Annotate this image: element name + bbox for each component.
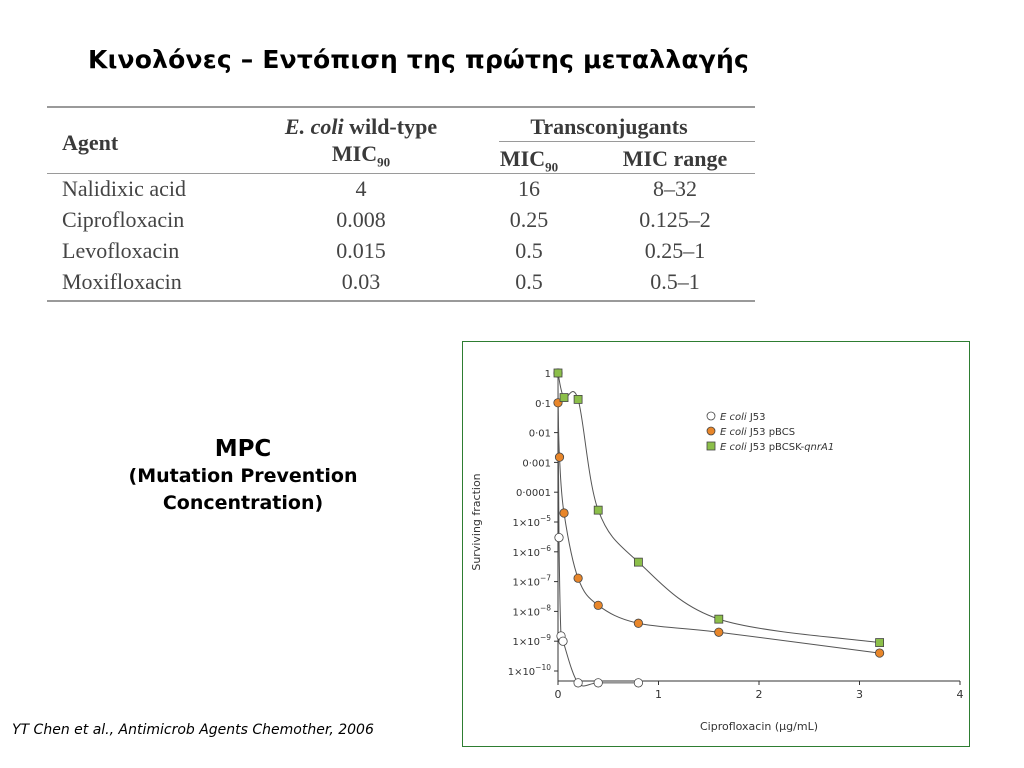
mpc-definition-line-2: Concentration) bbox=[162, 492, 324, 514]
header-agent: Agent bbox=[62, 130, 119, 155]
ecoli-j53-pbcs-point bbox=[874, 648, 885, 658]
mic-table: Agent E. coli wild-type MIC90 Transconju… bbox=[47, 106, 755, 302]
header-trans-mic-sub: 90 bbox=[545, 159, 559, 175]
ecoli-j53-point bbox=[633, 678, 643, 688]
x-tick-label: 0 bbox=[555, 688, 562, 701]
ecoli-j53-point bbox=[558, 636, 568, 646]
row-3-mic-range: 0.25–1 bbox=[644, 238, 706, 263]
ecoli-j53-pbcsk-qnra1-point bbox=[553, 368, 563, 378]
y-tick-label: 1×10−10 bbox=[508, 663, 552, 678]
table-bottom-rule bbox=[47, 300, 755, 302]
y-tick-label: 1×10−5 bbox=[512, 514, 551, 529]
y-tick-label: 1×10−7 bbox=[512, 574, 551, 589]
row-3-trans-mic90: 0.5 bbox=[515, 238, 543, 263]
row-1-mic-range: 8–32 bbox=[653, 176, 697, 201]
ecoli-j53-pbcs-point bbox=[633, 618, 643, 628]
header-wild-type-mic-label: MIC bbox=[331, 141, 378, 166]
ecoli-j53-pbcsk-qnra1-point bbox=[593, 505, 603, 515]
mpc-definition-line-1: (Mutation Prevention bbox=[128, 465, 358, 487]
x-tick-label: 1 bbox=[655, 688, 662, 701]
ecoli-j53-pbcsk-qnra1-point bbox=[559, 393, 569, 402]
row-3-wt-mic90: 0.015 bbox=[336, 238, 386, 263]
citation: YT Chen et al., Antimicrob Agents Chemot… bbox=[12, 722, 374, 738]
row-2-wt-mic90: 0.008 bbox=[336, 207, 386, 232]
header-bottom-rule bbox=[47, 173, 755, 174]
ecoli-j53-pbcsk-qnra1-point bbox=[714, 614, 724, 624]
y-tick-label: 1×10−6 bbox=[512, 544, 551, 559]
row-2-trans-mic90: 0.25 bbox=[509, 207, 549, 232]
ecoli-j53-pbcs-point bbox=[573, 573, 583, 583]
ecoli-j53-pbcsk-qnra1-point bbox=[633, 557, 643, 567]
ecoli-j53-pbcsk-qnra1-point bbox=[875, 638, 885, 647]
header-wild-type-rest: wild-type bbox=[343, 114, 438, 139]
table-top-rule bbox=[47, 106, 755, 108]
header-wild-type-mic-sub: 90 bbox=[377, 154, 391, 170]
ecoli-j53-pbcs-legend-marker bbox=[706, 426, 716, 436]
row-1-trans-mic90: 16 bbox=[518, 176, 540, 201]
y-axis-label: Surviving fraction bbox=[470, 473, 483, 570]
row-2-mic-range: 0.125–2 bbox=[639, 207, 711, 232]
ecoli-j53-pbcs-point bbox=[554, 452, 565, 462]
header-wild-type-species: E. coli bbox=[284, 114, 344, 139]
row-4-agent: Moxifloxacin bbox=[62, 269, 182, 294]
surviving-fraction-chart: 1 0·1 0·01 0·001 0·0001 1×10−5 1×10−6 1×10−7 1×1… bbox=[470, 368, 964, 733]
mpc-label: MPC (Mutation Prevention Concentration) bbox=[120, 436, 366, 517]
header-trans-mic90: MIC90 bbox=[500, 146, 558, 175]
y-tick-label: 0·001 bbox=[522, 458, 551, 469]
transconjugants-rule bbox=[499, 141, 755, 142]
ecoli-j53-legend-label: E coli J53 bbox=[720, 412, 766, 423]
ecoli-j53-legend-marker bbox=[706, 411, 716, 421]
chart-frame: 1 0·1 0·01 0·001 0·0001 1×10−5 1×10−6 1×10−7 1×1… bbox=[462, 341, 970, 747]
ecoli-j53-pbcs-legend-label: E coli J53 pBCS bbox=[720, 427, 795, 438]
x-tick-label: 3 bbox=[856, 688, 863, 701]
header-mic-range: MIC range bbox=[622, 146, 728, 171]
ecoli-j53-curve bbox=[557, 372, 639, 687]
ecoli-j53-pbcs-point bbox=[714, 627, 724, 637]
ecoli-j53-point bbox=[554, 532, 564, 543]
row-3-agent: Levofloxacin bbox=[62, 238, 180, 263]
row-4-mic-range: 0.5–1 bbox=[650, 269, 700, 294]
header-trans-mic-label: MIC bbox=[499, 146, 546, 171]
ecoli-j53-point bbox=[573, 678, 583, 688]
row-1-agent: Nalidixic acid bbox=[62, 176, 187, 201]
header-wild-type-mic90: MIC90 bbox=[332, 141, 390, 170]
y-tick-label: 0·1 bbox=[535, 399, 551, 410]
mpc-title: MPC bbox=[214, 436, 272, 462]
row-2-agent: Ciprofloxacin bbox=[62, 207, 185, 232]
y-tick-label: 0·01 bbox=[529, 429, 551, 440]
y-tick-label: 1 bbox=[545, 369, 551, 380]
y-tick-label: 0·0001 bbox=[516, 488, 551, 499]
row-4-wt-mic90: 0.03 bbox=[341, 269, 381, 294]
header-transconjugants: Transconjugants bbox=[530, 114, 688, 139]
ecoli-j53-pbcs-point bbox=[559, 508, 569, 518]
ecoli-j53-pbcsk-qnra1-legend-label: E coli J53 pBCSK-qnrA1 bbox=[720, 442, 834, 453]
ecoli-j53-pbcs-point bbox=[593, 600, 603, 610]
y-tick-label: 1×10−8 bbox=[512, 603, 551, 618]
x-tick-label: 2 bbox=[756, 688, 763, 701]
row-4-trans-mic90: 0.5 bbox=[515, 269, 543, 294]
x-axis-label: Ciprofloxacin (μg/mL) bbox=[700, 720, 818, 733]
x-tick-label: 4 bbox=[957, 688, 964, 701]
ecoli-j53-pbcsk-qnra1-point bbox=[573, 395, 583, 404]
y-tick-label: 1×10−9 bbox=[512, 633, 551, 648]
ecoli-j53-pbcsk-qnra1-curve bbox=[557, 372, 880, 644]
slide-title: Κινολόνες – Εντόπιση της πρώτης μεταλλαγ… bbox=[88, 45, 749, 74]
row-1-wt-mic90: 4 bbox=[355, 176, 367, 201]
header-wild-type: E. coli wild-type bbox=[285, 114, 437, 140]
ecoli-j53-point bbox=[593, 678, 603, 688]
ecoli-j53-pbcsk-qnra1-legend-marker bbox=[706, 441, 716, 451]
